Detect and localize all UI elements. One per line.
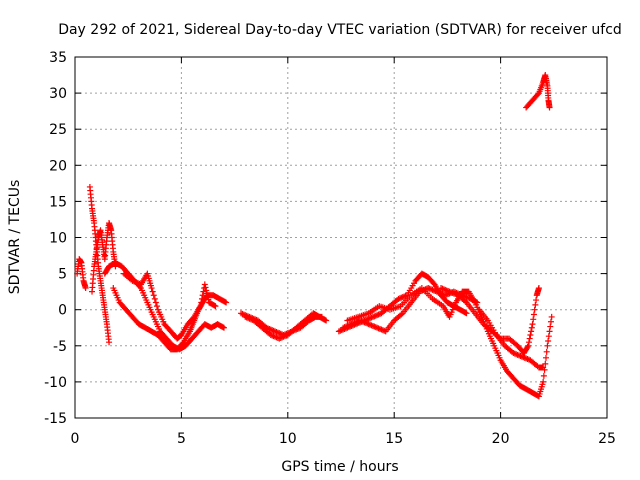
series-arc-a (74, 256, 89, 292)
data-point (153, 303, 160, 310)
x-tick-label: 5 (177, 431, 186, 447)
data-point (223, 299, 230, 306)
series-arc-c (89, 220, 119, 295)
y-tick-label: 25 (49, 122, 67, 138)
chart-title: Day 292 of 2021, Sidereal Day-to-day VTE… (58, 22, 622, 38)
data-point (530, 311, 537, 318)
y-tick-label: 30 (49, 86, 67, 102)
y-tick-label: 35 (49, 50, 67, 66)
series-arc-h (242, 310, 330, 342)
data-point (202, 284, 209, 291)
data-point (545, 337, 552, 344)
data-point (179, 340, 186, 347)
y-tick-label: -5 (53, 339, 67, 355)
data-point (524, 344, 531, 351)
data-point (526, 335, 533, 342)
data-point (527, 331, 534, 338)
grid-lines (75, 57, 607, 418)
data-point (542, 360, 549, 367)
data-point (533, 297, 540, 304)
data-point (198, 299, 205, 306)
data-point (203, 290, 210, 297)
data-point (152, 299, 159, 306)
data-point (212, 303, 219, 310)
data-point (106, 339, 113, 346)
x-axis-ticks: 0 5 10 15 20 25 (71, 57, 616, 447)
x-tick-label: 0 (71, 431, 80, 447)
data-point (148, 285, 155, 292)
data-point (530, 316, 537, 323)
y-tick-label: 0 (58, 303, 67, 319)
data-point (534, 91, 541, 98)
series-arc-k (344, 285, 555, 400)
data-point (200, 288, 207, 295)
series-arc-l (438, 285, 542, 357)
data-point (540, 372, 547, 379)
data-point (203, 287, 210, 294)
data-point (547, 318, 554, 325)
data-point (211, 302, 218, 309)
data-point (529, 321, 536, 328)
data-point (151, 295, 158, 302)
y-tick-label: -10 (44, 375, 67, 391)
data-point (222, 298, 229, 305)
data-point (463, 310, 470, 317)
data-point (205, 296, 212, 303)
series-arc-n (523, 72, 553, 111)
data-point (525, 339, 532, 346)
data-point (201, 281, 208, 288)
data-point (544, 342, 551, 349)
data-point (528, 328, 535, 335)
data-point (82, 285, 89, 292)
data-point (199, 292, 206, 299)
data-point (546, 104, 553, 111)
y-tick-label: 15 (49, 194, 67, 210)
data-point (531, 306, 538, 313)
data-point (322, 316, 329, 323)
x-tick-label: 10 (279, 431, 297, 447)
data-point (462, 309, 469, 316)
data-point (220, 324, 227, 331)
data-point (197, 303, 204, 310)
x-tick-label: 15 (385, 431, 403, 447)
y-tick-label: -15 (44, 411, 67, 427)
data-point (535, 285, 542, 292)
x-axis-label: GPS time / hours (281, 459, 398, 475)
x-tick-label: 20 (492, 431, 510, 447)
data-point (204, 293, 211, 300)
data-point (190, 315, 197, 322)
data-point (323, 317, 330, 324)
data-point (540, 364, 547, 371)
data-point (546, 328, 553, 335)
data-point (150, 292, 157, 299)
data-point (149, 288, 156, 295)
data-point (543, 348, 550, 355)
data-point (528, 324, 535, 331)
series-arc-d (101, 259, 227, 353)
data-point (540, 378, 547, 385)
series-arc-m (476, 306, 547, 371)
series-arc-f (120, 270, 219, 342)
data-point (532, 301, 539, 308)
data-point (542, 354, 549, 361)
x-tick-label: 25 (598, 431, 616, 447)
data-point (219, 324, 226, 331)
data-point (547, 323, 554, 330)
y-tick-label: 20 (49, 158, 67, 174)
y-tick-label: 5 (58, 267, 67, 283)
data-points (74, 72, 555, 400)
data-point (525, 342, 532, 349)
y-axis-label: SDTVAR / TECUs (7, 180, 23, 295)
y-tick-label: 10 (49, 231, 67, 247)
data-point (548, 313, 555, 320)
data-point (430, 280, 437, 287)
data-point (198, 295, 205, 302)
y-axis-ticks: -15 -10 -5 0 5 10 15 20 25 30 35 (44, 50, 607, 427)
series-arc-b (86, 183, 113, 346)
data-point (545, 333, 552, 340)
